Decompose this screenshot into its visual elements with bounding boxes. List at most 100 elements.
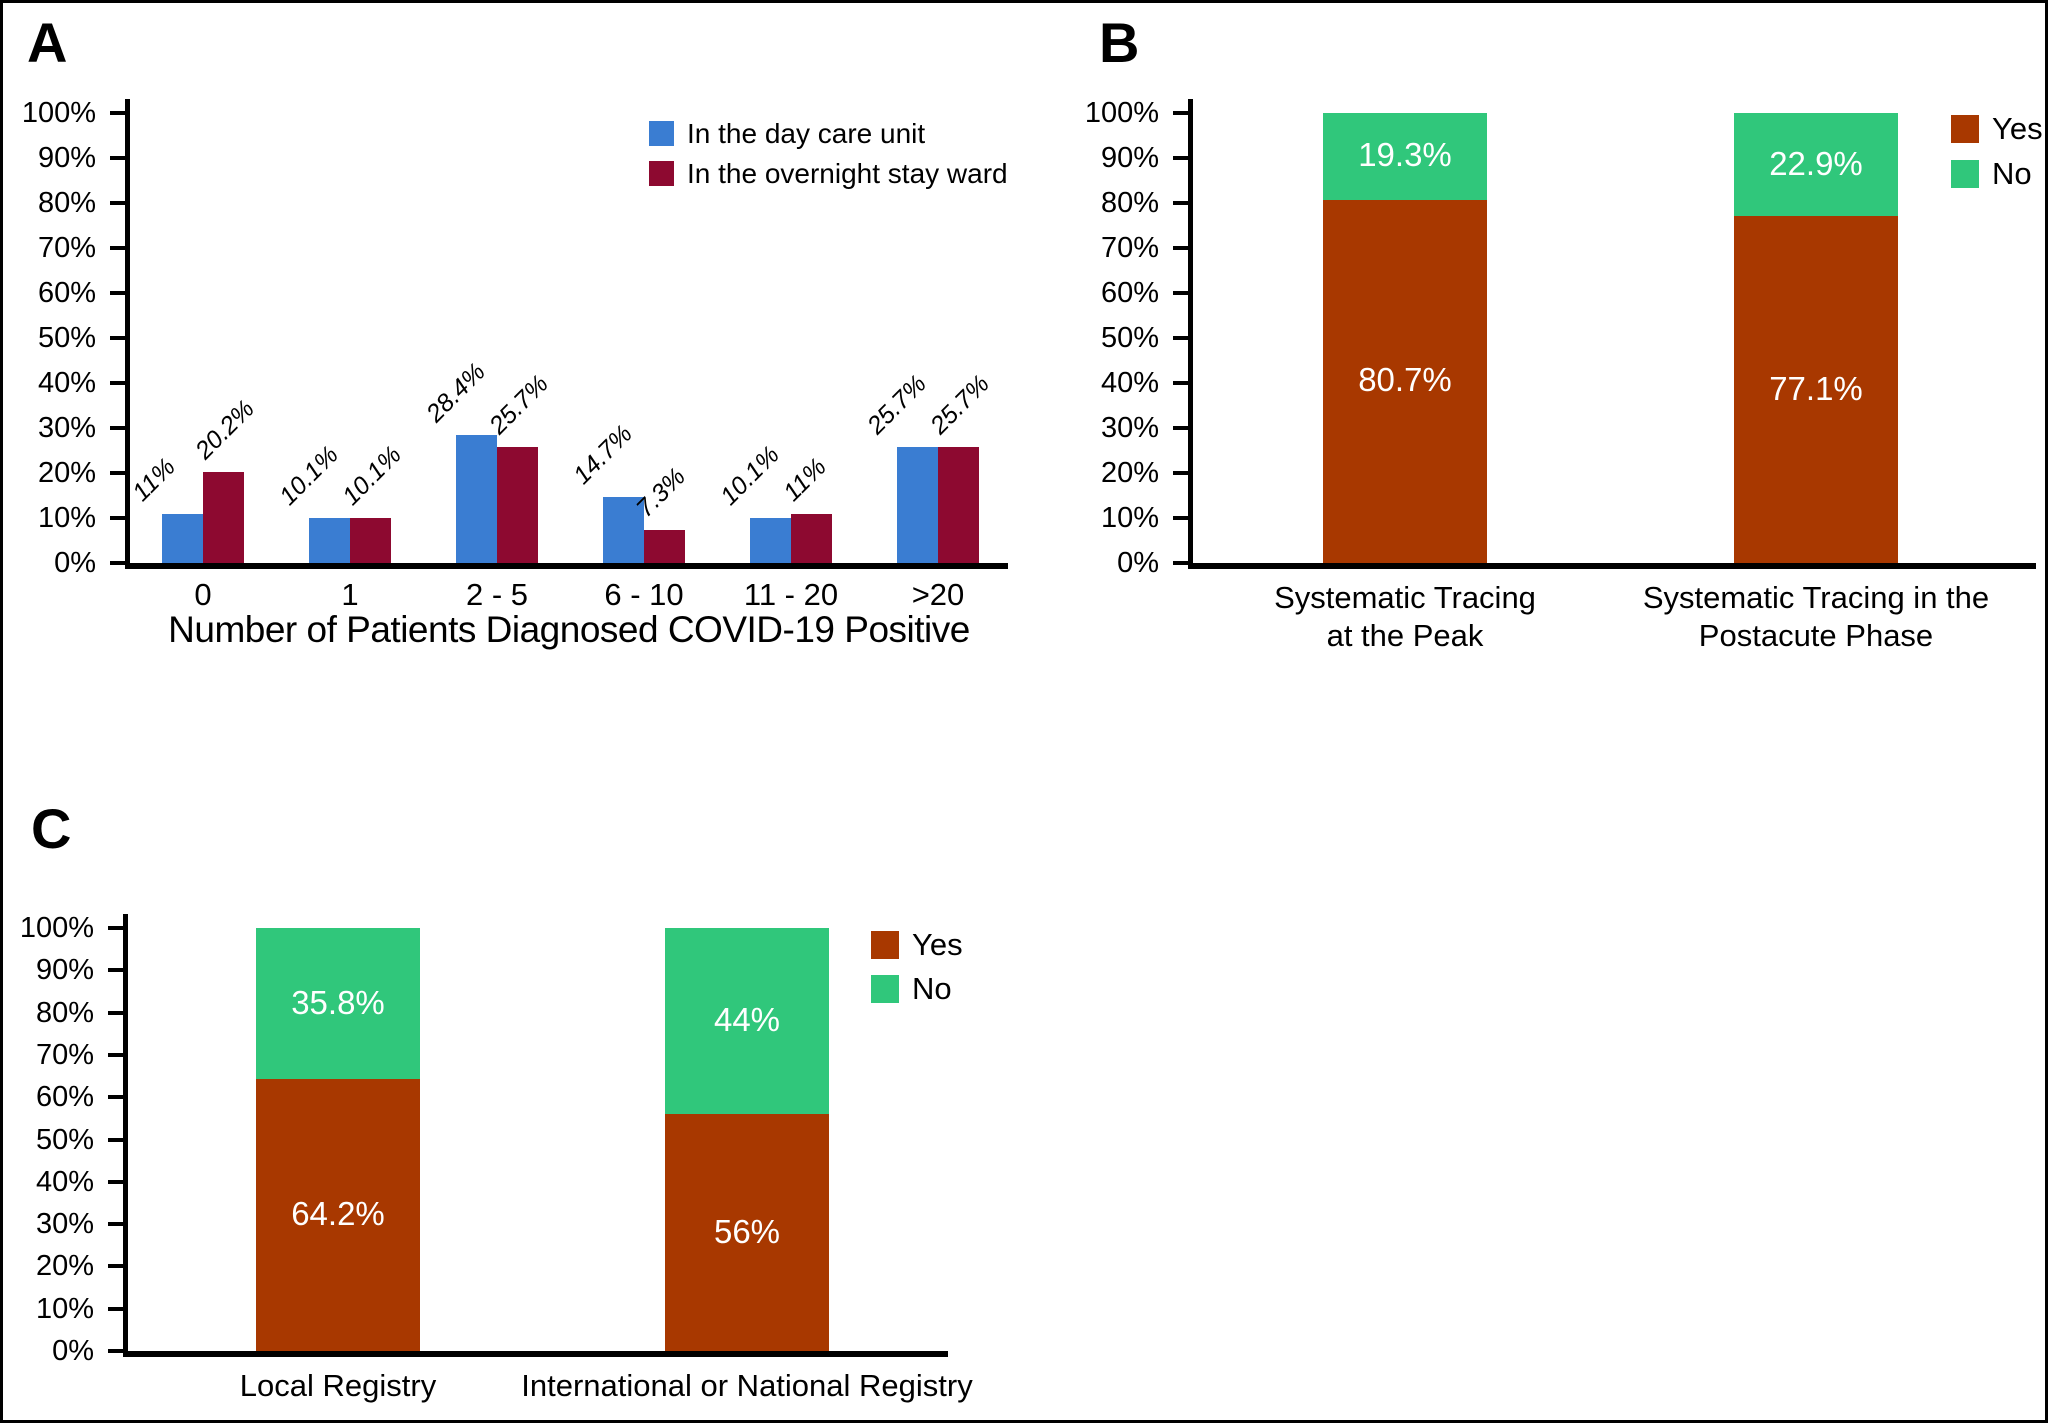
y-tick-label: 40% <box>1100 367 1159 399</box>
legend-label-no: No <box>1992 156 2032 191</box>
bar-value-label: 28.4% <box>420 357 491 428</box>
y-tick <box>108 1010 123 1015</box>
y-tick <box>1173 156 1188 160</box>
y-tick-label: 70% <box>1100 232 1159 264</box>
y-tick-label: 70% <box>37 232 96 264</box>
y-tick-label: 90% <box>35 954 94 987</box>
y-tick <box>1173 201 1188 205</box>
bar-value-label: 19.3% <box>1358 136 1452 174</box>
legend-swatch-yes <box>1951 115 1979 143</box>
bar-in-the-overnight-stay-ward-2 <box>497 447 538 563</box>
y-tick-label: 20% <box>37 457 96 489</box>
y-tick <box>110 381 125 385</box>
bar-value-label: 11% <box>777 452 832 507</box>
bar-no-1 <box>665 928 829 1115</box>
bar-in-the-overnight-stay-ward-4 <box>791 513 832 563</box>
y-tick-label: 30% <box>1100 412 1159 444</box>
y-tick <box>110 246 125 250</box>
chart-a-x-axis-title: Number of Patients Diagnosed COVID-19 Po… <box>168 609 970 650</box>
y-tick-label: 80% <box>1100 187 1159 219</box>
bar-value-label: 64.2% <box>291 1195 385 1233</box>
bar-no-0 <box>1323 113 1487 200</box>
y-tick-label: 0% <box>1117 547 1159 579</box>
y-tick-label: 40% <box>35 1165 94 1198</box>
legend-swatch-no <box>1951 160 1979 188</box>
bar-value-label: 80.7% <box>1358 361 1452 399</box>
y-tick-label: 60% <box>35 1081 94 1114</box>
panel-c-label: C <box>31 797 72 860</box>
legend-swatch-yes <box>871 931 899 959</box>
bar-value-label: 10.1% <box>714 440 785 511</box>
legend-swatch-in-the-overnight-stay-ward <box>649 161 674 186</box>
y-tick-label: 30% <box>37 412 96 444</box>
bar-no-0 <box>256 928 420 1080</box>
x-category-label: Systematic Tracing in the Postacute Phas… <box>1642 580 1990 653</box>
bar-yes-1 <box>1734 216 1898 563</box>
bar-value-label: 25.7% <box>924 370 995 441</box>
y-tick <box>1173 111 1188 115</box>
y-tick <box>108 1052 123 1057</box>
bar-in-the-day-care-unit-4 <box>750 517 791 563</box>
y-tick-label: 80% <box>37 187 96 219</box>
y-tick <box>1173 516 1188 520</box>
y-tick-label: 0% <box>52 1335 94 1367</box>
x-category-label: International or National Registry <box>521 1368 973 1403</box>
bar-value-label: 56% <box>713 1212 781 1250</box>
y-tick <box>110 291 125 295</box>
bar-value-label: 10.1% <box>273 440 344 511</box>
y-tick <box>1173 471 1188 475</box>
bar-value-label: 44% <box>713 1001 781 1039</box>
y-tick <box>1173 336 1188 340</box>
y-tick <box>108 1137 123 1142</box>
y-tick <box>1173 426 1188 430</box>
bar-no-1 <box>1734 113 1898 217</box>
x-category-label: >20 <box>911 577 965 612</box>
bar-in-the-day-care-unit-5 <box>897 447 938 563</box>
bar-value-label: 7.3% <box>630 462 692 523</box>
x-category-label: 1 <box>341 577 359 612</box>
bar-in-the-day-care-unit-1 <box>309 517 350 563</box>
y-tick <box>110 201 125 205</box>
y-tick <box>110 561 125 565</box>
x-category-label: 11 - 20 <box>743 577 839 612</box>
bar-value-label: 11% <box>126 452 181 507</box>
panel-a-label: A <box>27 11 68 74</box>
y-tick-label: 10% <box>35 1292 94 1325</box>
y-tick-label: 100% <box>21 97 96 129</box>
y-tick-label: 20% <box>1100 457 1159 489</box>
y-tick-label: 100% <box>19 912 94 944</box>
bar-value-label: 10.1% <box>336 440 407 511</box>
y-tick-label: 50% <box>37 322 96 354</box>
y-tick-label: 90% <box>37 142 96 174</box>
y-tick <box>110 156 125 160</box>
y-tick <box>1173 381 1188 385</box>
bar-value-label: 25.7% <box>861 370 932 441</box>
legend-swatch-no <box>871 975 899 1003</box>
bar-yes-0 <box>1323 199 1487 563</box>
y-tick-label: 30% <box>35 1208 94 1241</box>
y-tick <box>108 1349 123 1353</box>
panel-b-label: B <box>1099 11 1140 74</box>
y-tick <box>110 426 125 430</box>
x-category-label: 0 <box>194 577 212 612</box>
y-tick <box>1173 291 1188 295</box>
y-tick <box>108 968 123 973</box>
bar-value-label: 25.7% <box>483 370 554 441</box>
y-tick-label: 10% <box>37 502 96 534</box>
y-axis-line <box>123 914 128 1354</box>
bar-in-the-overnight-stay-ward-1 <box>350 517 391 563</box>
legend-swatch-in-the-day-care-unit <box>649 121 674 146</box>
bar-value-label: 35.8% <box>291 983 385 1021</box>
bar-value-label: 77.1% <box>1769 369 1863 407</box>
legend-label-in-the-overnight-stay-ward: In the overnight stay ward <box>687 157 1008 189</box>
x-category-label: Systematic Tracing at the Peak <box>1274 580 1536 653</box>
bar-in-the-day-care-unit-3 <box>603 496 644 563</box>
bar-value-label: 14.7% <box>567 419 638 490</box>
legend-label-yes: Yes <box>912 927 963 962</box>
y-tick <box>1173 561 1188 565</box>
x-axis-line <box>123 1351 948 1357</box>
bar-in-the-day-care-unit-2 <box>456 435 497 563</box>
bar-yes-0 <box>256 1079 420 1351</box>
y-tick-label: 70% <box>35 1038 94 1071</box>
